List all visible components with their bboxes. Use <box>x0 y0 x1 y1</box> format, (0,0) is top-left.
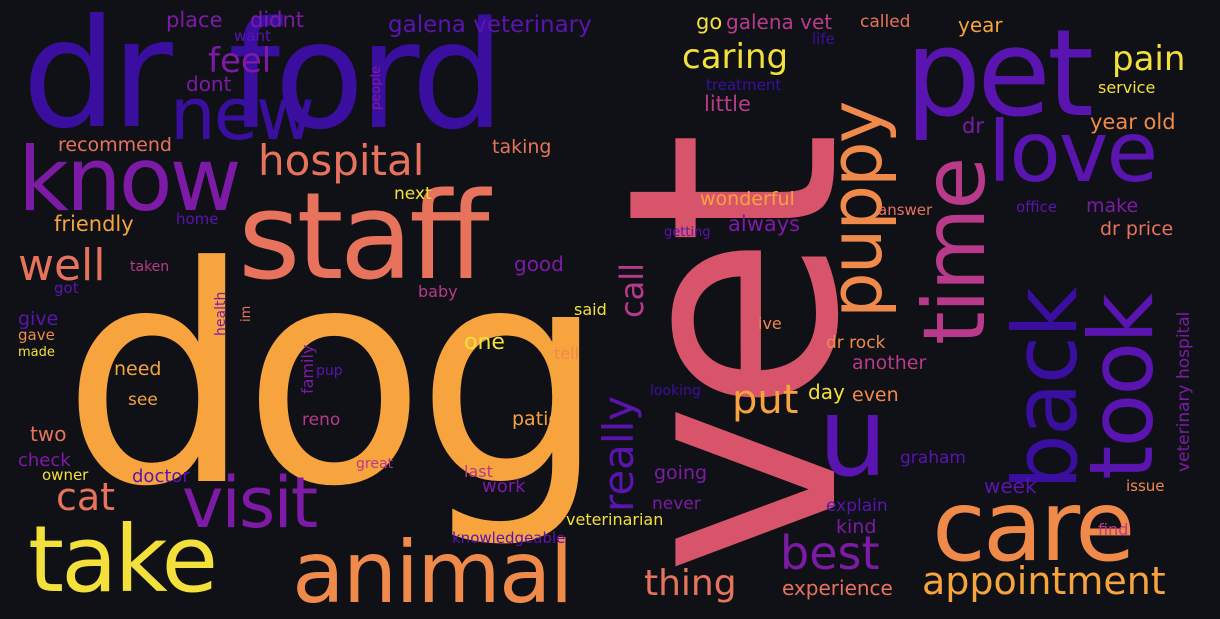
word-issue: issue <box>1126 477 1165 495</box>
word-life: life <box>812 30 835 48</box>
word-see: see <box>128 390 158 410</box>
word-galena-vet: galena vet <box>726 10 833 34</box>
word-appointment: appointment <box>922 559 1166 603</box>
word-treatment: treatment <box>706 76 782 94</box>
word-want: want <box>234 27 271 45</box>
word-didnt: didnt <box>250 8 305 32</box>
word-two: two <box>30 422 67 446</box>
word-pet: pet <box>905 5 1094 144</box>
word-find: find <box>1098 520 1129 539</box>
word-dr-price: dr price <box>1100 218 1174 240</box>
word-time: time <box>905 158 1005 345</box>
word-place: place <box>166 8 223 32</box>
word-ive: ive <box>758 314 782 333</box>
word-going: going <box>654 462 708 484</box>
word-dog: dog <box>62 203 606 552</box>
word-thing: thing <box>644 563 737 604</box>
word-next: next <box>394 184 432 204</box>
word-care: care <box>932 470 1135 584</box>
word-last: last <box>464 462 493 481</box>
word-took: took <box>1070 294 1173 480</box>
word-one: one <box>464 330 505 355</box>
word-tell: tell <box>554 344 580 363</box>
word-galena-veterinary: galena veterinary <box>388 12 592 38</box>
word-service: service <box>1098 78 1156 97</box>
word-reno: reno <box>302 410 341 430</box>
word-veterinary-hospital: veterinary hospital <box>1174 311 1194 472</box>
word-really: really <box>594 395 643 512</box>
word-great: great <box>356 456 394 472</box>
word-staff: staff <box>238 168 490 307</box>
word-ford: ford <box>228 0 505 162</box>
word-year: year <box>958 13 1003 37</box>
word-put: put <box>732 377 799 423</box>
word-dr: dr <box>22 0 173 162</box>
word-im: im <box>239 305 254 322</box>
word-patient: patient <box>512 408 580 430</box>
word-year-old: year old <box>1090 110 1176 134</box>
word-got: got <box>54 279 79 297</box>
word-explain: explain <box>826 496 888 516</box>
word-pup: pup <box>316 363 343 379</box>
word-dr-small: dr <box>962 114 984 138</box>
word-caring: caring <box>682 37 789 77</box>
word-new: new <box>170 72 315 156</box>
word-getting: getting <box>664 225 711 240</box>
word-dr-rock: dr rock <box>826 333 886 353</box>
word-love: love <box>988 103 1158 201</box>
word-need: need <box>114 358 162 380</box>
word-called: called <box>860 12 911 32</box>
word-taking: taking <box>492 136 552 158</box>
word-day: day <box>808 380 845 404</box>
word-veterinarian: veterinarian <box>566 510 664 529</box>
word-u: u <box>818 373 888 501</box>
word-graham: graham <box>900 448 966 468</box>
word-looking: looking <box>650 383 701 399</box>
word-best: best <box>780 526 880 580</box>
word-wonderful: wonderful <box>700 188 795 210</box>
word-pain: pain <box>1112 39 1186 79</box>
word-another: another <box>852 352 927 374</box>
word-always: always <box>728 212 801 236</box>
word-family: family <box>298 344 317 394</box>
word-make: make <box>1086 195 1139 217</box>
word-knowledgeable: knowledgeable <box>452 529 566 547</box>
word-owner: owner <box>42 466 89 484</box>
word-experience: experience <box>782 576 893 600</box>
word-recommend: recommend <box>58 134 172 156</box>
word-never: never <box>652 494 701 514</box>
word-week: week <box>984 474 1037 498</box>
word-office: office <box>1016 198 1058 216</box>
word-baby: baby <box>418 282 458 301</box>
word-animal: animal <box>292 523 573 619</box>
word-cat: cat <box>56 475 116 519</box>
word-go: go <box>696 10 723 34</box>
word-call: call <box>613 263 651 318</box>
word-little: little <box>704 92 751 116</box>
word-kind: kind <box>836 516 877 538</box>
word-answer: answer <box>878 201 933 219</box>
word-taken: taken <box>130 259 170 275</box>
word-visit: visit <box>182 462 318 544</box>
word-feel: feel <box>208 41 272 81</box>
word-take: take <box>28 506 218 613</box>
word-good: good <box>514 252 564 276</box>
word-made: made <box>18 345 55 360</box>
word-dont: dont <box>186 72 232 96</box>
word-work: work <box>482 476 526 497</box>
word-gave: gave <box>18 326 55 344</box>
word-people: people <box>369 65 384 110</box>
word-health: health <box>213 291 229 336</box>
word-even: even <box>852 384 899 406</box>
word-check: check <box>18 450 71 471</box>
word-give: give <box>18 308 59 330</box>
word-home: home <box>176 210 219 228</box>
word-well: well <box>18 240 106 291</box>
word-friendly: friendly <box>54 212 134 236</box>
word-know: know <box>18 128 242 231</box>
word-hospital: hospital <box>258 136 425 185</box>
word-doctor: doctor <box>132 466 190 487</box>
word-said: said <box>574 300 607 319</box>
